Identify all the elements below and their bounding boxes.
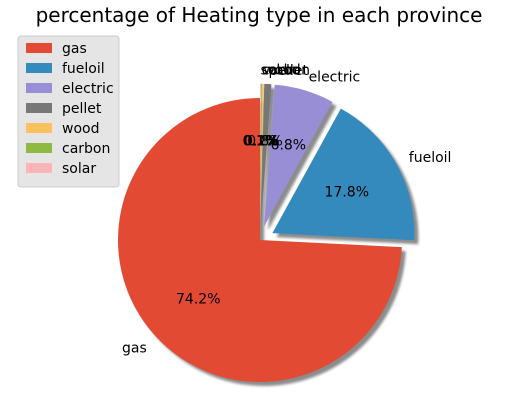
slice-label-gas: gas xyxy=(122,341,147,357)
percent-labels: 74.2%17.8%6.8%0.8%0.2%0.1%0.1% xyxy=(176,134,369,308)
pct-label-solar: 0.1% xyxy=(243,134,279,150)
slice-label-carbon: carbon xyxy=(262,63,310,79)
pct-label-carbon: 0.1% xyxy=(243,134,279,150)
pie-slices xyxy=(117,83,415,383)
pie-slice-fueloil xyxy=(272,108,415,241)
slice-label-wood: wood xyxy=(263,63,300,79)
legend-label-fueloil: fueloil xyxy=(62,61,105,77)
chart-title: percentage of Heating type in each provi… xyxy=(36,3,483,27)
slice-label-pellet: pellet xyxy=(269,63,309,79)
legend-label-carbon: carbon xyxy=(62,141,110,157)
pie-slice-pellet xyxy=(260,83,272,226)
pct-label-gas: 74.2% xyxy=(176,292,220,308)
legend-swatch-solar xyxy=(26,163,52,173)
legend-swatch-electric xyxy=(26,83,52,93)
pie-slice-electric xyxy=(264,84,333,227)
pie-slice-gas xyxy=(117,98,402,383)
legend-label-electric: electric xyxy=(62,81,114,97)
legend: gas fueloil electric pellet wood carbon solar xyxy=(17,35,120,188)
pct-label-pellet: 0.8% xyxy=(247,134,283,150)
pie-slice-solar xyxy=(260,83,261,226)
pct-label-fueloil: 17.8% xyxy=(325,185,369,201)
legend-label-wood: wood xyxy=(62,121,99,137)
legend-label-pellet: pellet xyxy=(62,101,102,117)
legend-swatch-fueloil xyxy=(26,63,52,73)
pct-label-wood: 0.2% xyxy=(244,134,280,150)
legend-label-gas: gas xyxy=(62,41,87,57)
legend-swatch-gas xyxy=(26,43,52,53)
pie-slice-wood xyxy=(260,83,264,226)
legend-label-solar: solar xyxy=(62,161,96,177)
slice-label-fueloil: fueloil xyxy=(409,150,452,166)
legend-swatch-carbon xyxy=(26,143,52,153)
pie-slice-carbon xyxy=(260,83,262,226)
slice-label-solar: solar xyxy=(261,63,295,79)
legend-swatch-wood xyxy=(26,123,52,133)
pct-label-electric: 6.8% xyxy=(271,138,307,154)
legend-swatch-pellet xyxy=(26,103,52,113)
slice-label-electric: electric xyxy=(309,70,361,86)
